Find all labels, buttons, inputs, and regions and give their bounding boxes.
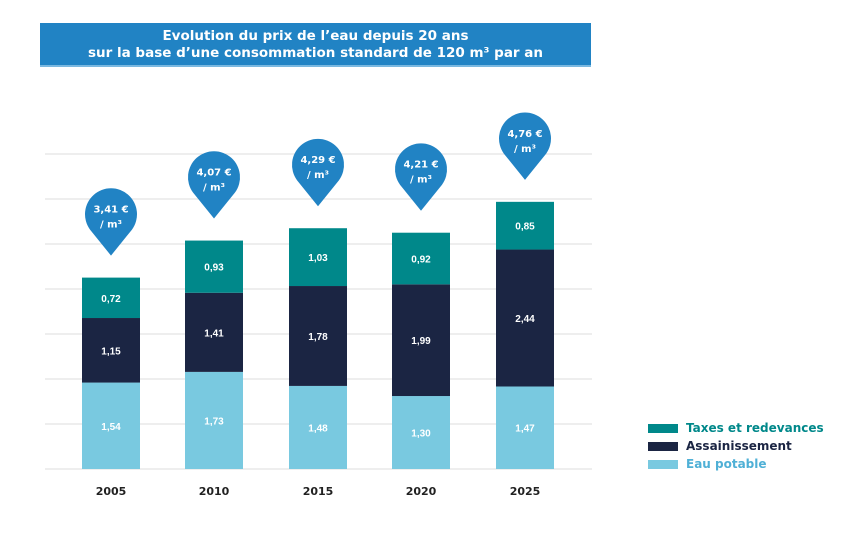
price-pin-unit: / m³ xyxy=(410,175,432,186)
bar-value-label: 1,78 xyxy=(308,332,328,343)
price-pin-total: 4,21 € xyxy=(403,160,438,171)
bar-segment xyxy=(289,385,347,469)
legend-swatch xyxy=(648,441,678,451)
price-pin-unit: / m³ xyxy=(100,220,122,231)
bar-segment xyxy=(185,292,243,372)
bar-value-label: 1,54 xyxy=(101,422,121,433)
legend-item-eau-potable: Eau potable xyxy=(648,457,767,471)
bar-value-label: 1,99 xyxy=(411,336,431,347)
bar-segment xyxy=(289,228,347,287)
price-pin-icon xyxy=(84,188,137,256)
price-pin-unit: / m³ xyxy=(514,144,536,155)
x-tick-label: 2005 xyxy=(96,485,127,498)
bar-value-label: 0,85 xyxy=(515,222,535,233)
legend-label: Assainissement xyxy=(686,439,792,453)
title-line-2: sur la base d’une consommation standard … xyxy=(87,45,544,61)
bar-value-label: 1,73 xyxy=(204,416,224,427)
bar-segment xyxy=(392,284,450,397)
x-tick-label: 2010 xyxy=(199,485,230,498)
chart-title: Evolution du prix de l’eau depuis 20 ans… xyxy=(40,23,591,67)
bar-value-label: 1,03 xyxy=(308,253,328,264)
bar-value-label: 1,15 xyxy=(101,346,121,357)
bar-segment xyxy=(496,201,554,250)
price-pin-total: 4,29 € xyxy=(300,155,335,166)
x-tick-label: 2025 xyxy=(510,485,541,498)
legend-swatch xyxy=(648,459,678,469)
legend-label: Eau potable xyxy=(686,457,767,471)
bar-segment xyxy=(496,386,554,469)
bar-value-label: 2,44 xyxy=(515,314,535,325)
bar-value-label: 0,92 xyxy=(411,255,431,266)
title-line-1: Evolution du prix de l’eau depuis 20 ans xyxy=(162,28,469,44)
x-tick-label: 2015 xyxy=(303,485,334,498)
bar-value-label: 1,30 xyxy=(411,429,431,440)
bar-value-label: 1,48 xyxy=(308,423,328,434)
bar-segment xyxy=(82,318,140,383)
x-tick-label: 2020 xyxy=(406,485,437,498)
bar-segment xyxy=(289,286,347,386)
bar-segment xyxy=(496,249,554,387)
bar-segment xyxy=(185,240,243,293)
price-pin-icon xyxy=(292,138,345,207)
price-pin-total: 4,76 € xyxy=(507,129,542,140)
price-pin-total: 4,07 € xyxy=(196,168,231,179)
bar-segment xyxy=(82,382,140,469)
legend-swatch xyxy=(648,423,678,433)
legend-item-taxes: Taxes et redevances xyxy=(648,421,824,435)
price-pin-icon xyxy=(188,151,241,219)
legend-label: Taxes et redevances xyxy=(686,421,824,435)
bar-segment xyxy=(392,232,450,285)
bar-value-label: 0,72 xyxy=(101,294,121,305)
bar-segment xyxy=(185,371,243,469)
bar-value-label: 1,41 xyxy=(204,328,224,339)
price-pin-icon xyxy=(499,112,551,180)
bar-segment xyxy=(392,396,450,469)
bar-segment xyxy=(82,277,140,319)
price-pin-unit: / m³ xyxy=(203,183,225,194)
price-pin-unit: / m³ xyxy=(307,170,329,181)
price-pin-total: 3,41 € xyxy=(93,205,128,216)
bar-value-label: 1,47 xyxy=(515,424,535,435)
price-pin-icon xyxy=(395,143,448,211)
legend-item-assainissement: Assainissement xyxy=(648,439,792,453)
bar-value-label: 0,93 xyxy=(204,263,224,274)
